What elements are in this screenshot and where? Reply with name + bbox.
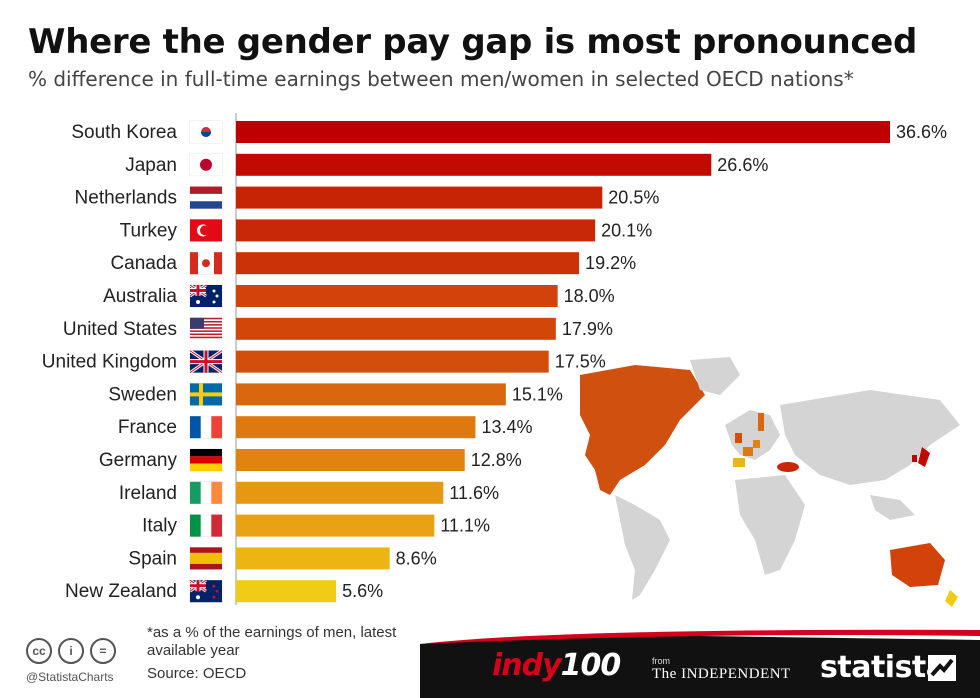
statista-handle: @StatistaCharts bbox=[26, 670, 114, 684]
category-label: United States bbox=[63, 319, 177, 340]
map-southeast-asia bbox=[870, 495, 915, 520]
bar bbox=[236, 252, 580, 275]
footnote: *as a % of the earnings of men, latest a… bbox=[147, 624, 397, 659]
value-label: 17.9% bbox=[562, 319, 613, 339]
category-label: Australia bbox=[103, 286, 177, 307]
italy-flag bbox=[189, 514, 223, 537]
spain-flag bbox=[189, 547, 223, 570]
bar bbox=[236, 547, 390, 570]
netherlands-flag bbox=[189, 186, 223, 209]
value-label: 8.6% bbox=[396, 548, 437, 568]
value-label: 19.2% bbox=[585, 253, 636, 273]
value-label: 11.1% bbox=[440, 516, 490, 536]
new-zealand-flag bbox=[189, 578, 223, 603]
sweden-flag bbox=[189, 383, 223, 406]
bar bbox=[236, 416, 476, 439]
value-label: 12.8% bbox=[471, 450, 522, 470]
category-label: Sweden bbox=[108, 384, 177, 405]
category-label: United Kingdom bbox=[42, 352, 177, 373]
no-derivatives-icon: = bbox=[90, 638, 116, 664]
bar bbox=[236, 383, 506, 406]
map-greenland bbox=[690, 357, 740, 395]
map-turkey bbox=[777, 462, 799, 472]
map-europe bbox=[725, 410, 780, 460]
turkey-flag bbox=[189, 219, 223, 242]
map-korea bbox=[912, 455, 917, 462]
category-label: Italy bbox=[142, 516, 177, 537]
map-new-zealand bbox=[945, 590, 958, 607]
bar bbox=[236, 514, 435, 537]
footer-band bbox=[0, 629, 980, 698]
creative-commons-icon: cc bbox=[26, 638, 52, 664]
independent-logo: The INDEPENDENT bbox=[652, 666, 791, 682]
bar bbox=[236, 186, 603, 209]
attribution-icon: i bbox=[58, 638, 84, 664]
value-label: 20.1% bbox=[601, 220, 652, 240]
united-kingdom-flag bbox=[189, 349, 223, 374]
bar bbox=[236, 580, 337, 603]
map-africa bbox=[735, 475, 805, 575]
map-south-america bbox=[615, 495, 670, 600]
bar bbox=[236, 219, 596, 242]
bar bbox=[236, 481, 444, 504]
value-label: 17.5% bbox=[555, 352, 606, 372]
map-australia bbox=[890, 543, 945, 587]
canada-flag bbox=[189, 251, 223, 275]
map-japan bbox=[918, 447, 930, 467]
world-map bbox=[580, 357, 960, 607]
indy100-logo: indy100 bbox=[492, 648, 622, 683]
value-label: 13.4% bbox=[481, 417, 532, 437]
map-uk bbox=[735, 433, 742, 443]
germany-flag bbox=[189, 448, 223, 472]
australia-flag bbox=[189, 283, 223, 308]
category-label: France bbox=[118, 417, 177, 438]
value-label: 20.5% bbox=[608, 188, 659, 208]
indy-logo-part2: 100 bbox=[560, 648, 622, 683]
value-label: 26.6% bbox=[717, 155, 768, 175]
license-icons: cc i = bbox=[26, 638, 116, 664]
category-label: Canada bbox=[110, 253, 177, 274]
bar bbox=[236, 350, 549, 373]
map-france bbox=[743, 447, 753, 456]
value-label: 15.1% bbox=[512, 384, 563, 404]
category-label: Spain bbox=[128, 548, 177, 569]
map-germany bbox=[753, 440, 760, 448]
chart-subtitle: % difference in full-time earnings betwe… bbox=[28, 67, 854, 91]
source-text: Source: OECD bbox=[147, 665, 247, 682]
category-label: Germany bbox=[99, 450, 178, 471]
south-korea-flag bbox=[189, 120, 223, 144]
category-label: Ireland bbox=[119, 483, 177, 504]
statista-logo: statista bbox=[820, 650, 946, 685]
japan-flag bbox=[189, 153, 223, 177]
value-label: 18.0% bbox=[564, 286, 615, 306]
map-sweden bbox=[758, 413, 764, 431]
map-asia bbox=[780, 390, 960, 485]
map-north-america bbox=[580, 365, 705, 495]
value-label: 36.6% bbox=[896, 122, 947, 142]
category-label: Japan bbox=[125, 155, 177, 176]
value-label: 11.6% bbox=[449, 483, 499, 503]
indy-logo-part1: indy bbox=[492, 648, 562, 683]
from-label: from bbox=[652, 656, 670, 666]
bar-chart: South Korea 36.6% Japan 26.6% Netherlands 20.… bbox=[42, 113, 947, 605]
france-flag bbox=[189, 415, 223, 439]
category-label: Turkey bbox=[120, 220, 178, 241]
bar bbox=[236, 121, 890, 143]
value-label: 5.6% bbox=[342, 581, 383, 601]
bar bbox=[236, 285, 558, 307]
category-label: South Korea bbox=[71, 122, 177, 143]
category-label: Netherlands bbox=[75, 188, 177, 209]
chart-title: Where the gender pay gap is most pronoun… bbox=[28, 22, 918, 62]
statista-logo-icon bbox=[928, 655, 956, 681]
bar bbox=[236, 153, 712, 176]
bar bbox=[236, 449, 465, 471]
map-spain bbox=[733, 458, 745, 467]
bar bbox=[236, 317, 556, 340]
united-states-flag bbox=[189, 317, 223, 341]
ireland-flag bbox=[189, 481, 223, 505]
category-label: New Zealand bbox=[65, 581, 177, 602]
